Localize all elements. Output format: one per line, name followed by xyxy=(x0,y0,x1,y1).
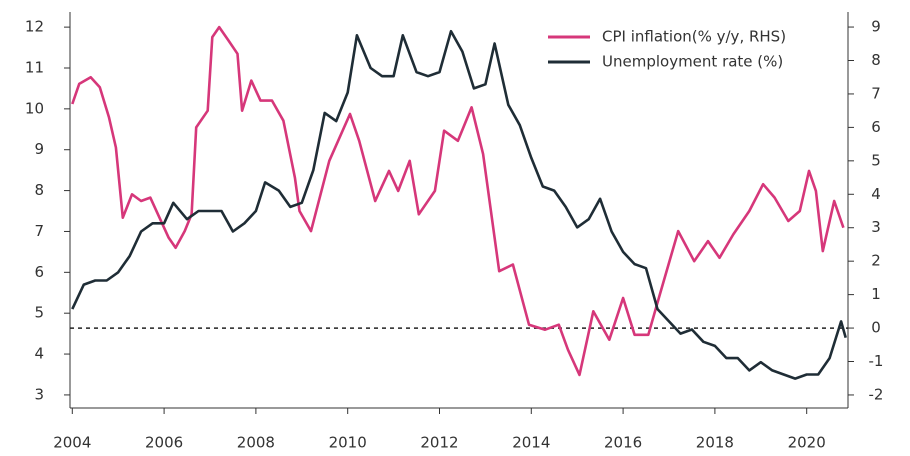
y2-tick-label: 7 xyxy=(871,84,881,102)
y-tick-label: 8 xyxy=(34,181,44,199)
y2-tick-label: 6 xyxy=(871,118,881,136)
x-tick-label: 2006 xyxy=(145,434,183,452)
y2-tick-label: -2 xyxy=(869,385,884,403)
x-tick-label: 2012 xyxy=(420,434,458,452)
x-tick-label: 2004 xyxy=(53,434,91,452)
y-tick-label: 11 xyxy=(25,58,44,76)
y-tick-label: 6 xyxy=(34,263,44,281)
legend-label: Unemployment rate (%) xyxy=(602,53,783,71)
y2-tick-label: -1 xyxy=(869,352,884,370)
x-tick-label: 2014 xyxy=(512,434,550,452)
x-tick-label: 2016 xyxy=(604,434,642,452)
series-line xyxy=(71,29,847,380)
x-tick-label: 2010 xyxy=(329,434,367,452)
y-tick-label: 10 xyxy=(25,99,44,117)
y2-tick-label: 5 xyxy=(871,151,881,169)
y-tick-label: 12 xyxy=(25,18,44,36)
legend-label: CPI inflation(% y/y, RHS) xyxy=(602,28,786,46)
x-tick-label: 2018 xyxy=(696,434,734,452)
y2-tick-label: 1 xyxy=(871,285,881,303)
y2-tick-label: 9 xyxy=(871,18,881,36)
y-tick-label: 5 xyxy=(34,304,44,322)
y2-tick-label: 0 xyxy=(871,319,881,337)
y-tick-label: 4 xyxy=(34,345,44,363)
y2-tick-label: 2 xyxy=(871,252,881,270)
y2-tick-label: 8 xyxy=(871,51,881,69)
y2-tick-label: 4 xyxy=(871,185,881,203)
y-tick-label: 7 xyxy=(34,222,44,240)
y2-tick-label: 3 xyxy=(871,218,881,236)
y-tick-label: 3 xyxy=(34,385,44,403)
x-tick-label: 2020 xyxy=(788,434,826,452)
y-tick-label: 9 xyxy=(34,140,44,158)
x-tick-label: 2008 xyxy=(237,434,275,452)
series-line xyxy=(71,25,845,377)
